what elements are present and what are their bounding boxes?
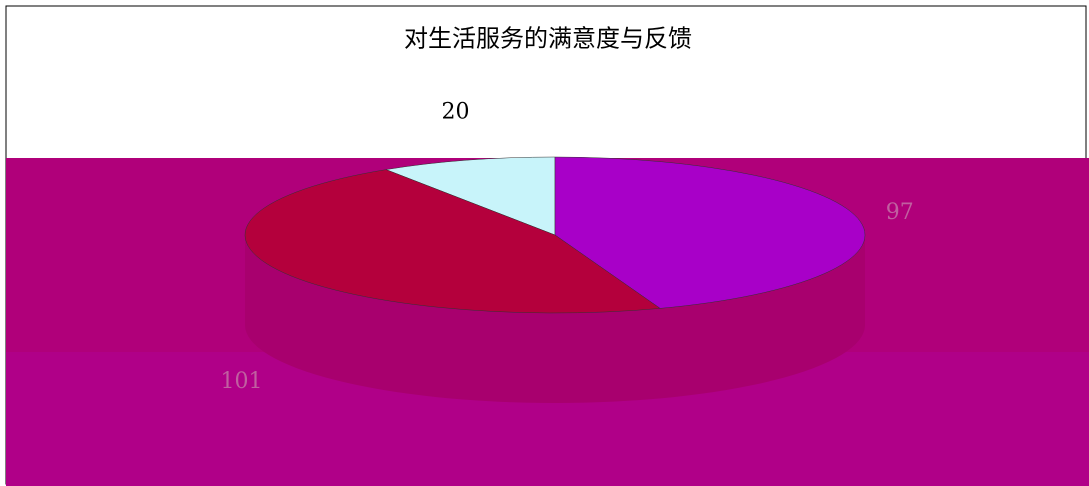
data-label: 20 (442, 99, 470, 124)
chart-title: 对生活服务的满意度与反馈 (404, 25, 692, 53)
data-label: 101 (221, 369, 263, 394)
pie-slice (244, 169, 661, 314)
pie-slice (554, 156, 866, 309)
data-label: 97 (886, 200, 914, 225)
pie (244, 156, 866, 403)
pie-slice (385, 156, 556, 236)
